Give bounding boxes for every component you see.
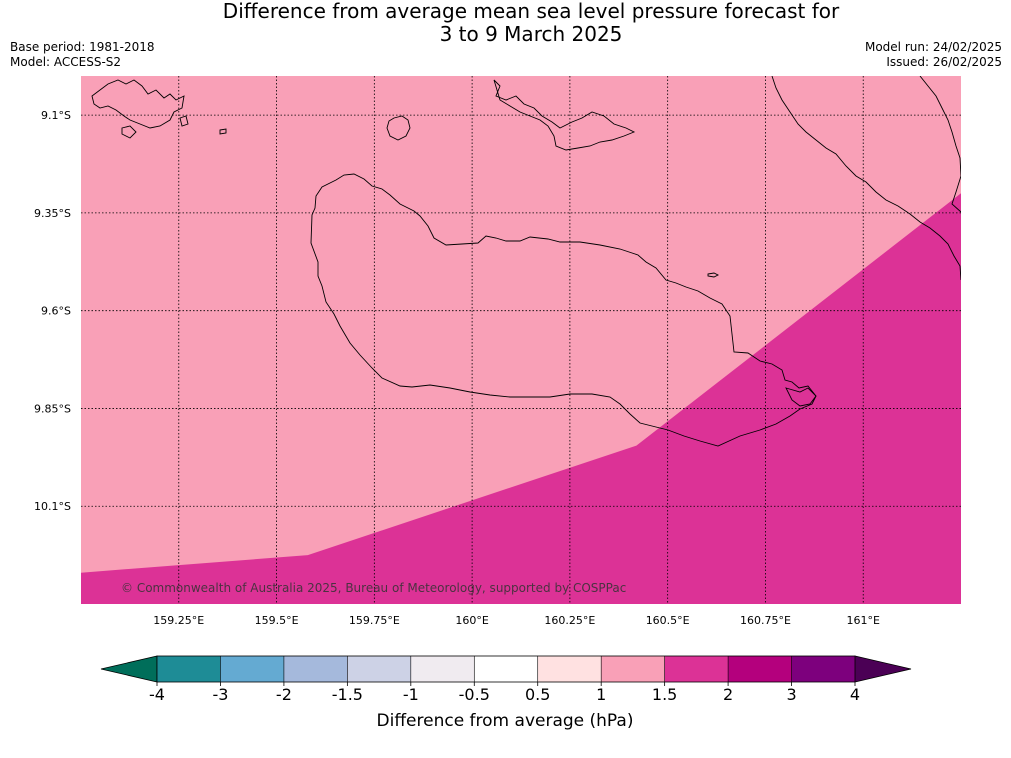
lat-tick-label: 10.1°S [34, 500, 71, 513]
colorbar-tick-label: 2 [723, 685, 733, 704]
colorbar-over-triangle [854, 655, 912, 683]
lat-tick-label: 9.1°S [41, 109, 71, 122]
base-period-text: Base period: 1981-2018 [10, 40, 155, 54]
colorbar-label: Difference from average (hPa) [377, 711, 634, 731]
lon-tick-label: 159.25°E [153, 614, 204, 627]
model-run-text: Model run: 24/02/2025 [864, 40, 1002, 54]
savo-island [386, 115, 411, 141]
colorbar-swatch [791, 656, 856, 682]
lon-tick-label: 159.75°E [349, 614, 400, 627]
anomaly-1.5-to-2-region [81, 193, 961, 604]
colorbar-outline [156, 655, 856, 683]
guadalcanal-coastline [310, 173, 817, 447]
colorbar: -4 -3 -2 -1.5 -1 -0.5 0.5 1 1.5 2 3 4 [100, 655, 912, 704]
colorbar-swatch [664, 656, 729, 682]
lon-tick-label: 160.5°E [646, 614, 690, 627]
colorbar-tick-label: 1 [596, 685, 606, 704]
colorbar-tick-label: 1.5 [652, 685, 677, 704]
title-line-1: Difference from average mean sea level p… [222, 0, 840, 23]
title-line-2: 3 to 9 March 2025 [439, 22, 623, 46]
colorbar-swatch [157, 656, 221, 682]
small-islet [707, 272, 720, 278]
lon-tick-label: 160.75°E [740, 614, 791, 627]
colorbar-tick-label: 4 [850, 685, 860, 704]
colorbar-swatch [347, 656, 412, 682]
lon-tick-label: 161°E [846, 614, 879, 627]
colorbar-tick-label: -4 [149, 685, 165, 704]
latitude-labels: 9.1°S 9.35°S 9.6°S 9.85°S 10.1°S [34, 109, 71, 513]
map-area: © Commonwealth of Australia 2025, Bureau… [81, 76, 961, 604]
colorbar-swatch [474, 656, 539, 682]
gridlines [81, 76, 961, 604]
colorbar-swatch [537, 656, 602, 682]
malaita-coastline [771, 76, 961, 281]
russell-islet [121, 125, 137, 139]
russell-islet-3 [219, 128, 227, 135]
colorbar-swatch [410, 656, 475, 682]
russell-islands [91, 79, 185, 129]
lat-tick-label: 9.35°S [34, 207, 71, 220]
colorbar-tick-label: -1 [403, 685, 419, 704]
copyright-text: © Commonwealth of Australia 2025, Bureau… [121, 581, 626, 595]
colorbar-tick-label: -3 [212, 685, 228, 704]
colorbar-tick-label: 3 [786, 685, 796, 704]
colorbar-tick-label: -0.5 [459, 685, 490, 704]
lat-tick-label: 9.6°S [41, 305, 71, 318]
lat-tick-label: 9.85°S [34, 402, 71, 415]
chart-title: Difference from average mean sea level p… [0, 0, 1011, 46]
eastern-islet [785, 387, 817, 407]
meta-left: Base period: 1981-2018 Model: ACCESS-S2 [10, 40, 155, 70]
coastlines [91, 76, 961, 447]
colorbar-tick-label: -1.5 [332, 685, 363, 704]
colorbar-swatch [601, 656, 665, 682]
lon-tick-label: 160.25°E [544, 614, 595, 627]
longitude-labels: 159.25°E 159.5°E 159.75°E 160°E 160.25°E 160.… [153, 614, 880, 627]
lon-tick-label: 160°E [455, 614, 488, 627]
colorbar-swatch [220, 656, 285, 682]
colorbar-swatch [728, 656, 792, 682]
colorbar-tick-label: -2 [276, 685, 292, 704]
malaita-east-coast [919, 76, 961, 213]
colorbar-tick-label: 0.5 [525, 685, 550, 704]
russell-islet-2 [179, 115, 189, 127]
colorbar-swatch [283, 656, 348, 682]
issued-text: Issued: 26/02/2025 [886, 55, 1002, 69]
model-text: Model: ACCESS-S2 [10, 55, 122, 69]
lon-tick-label: 159.5°E [255, 614, 299, 627]
meta-right: Model run: 24/02/2025 Issued: 26/02/2025 [865, 40, 1002, 70]
colorbar-under-triangle [100, 655, 158, 683]
florida-islands [493, 79, 636, 151]
